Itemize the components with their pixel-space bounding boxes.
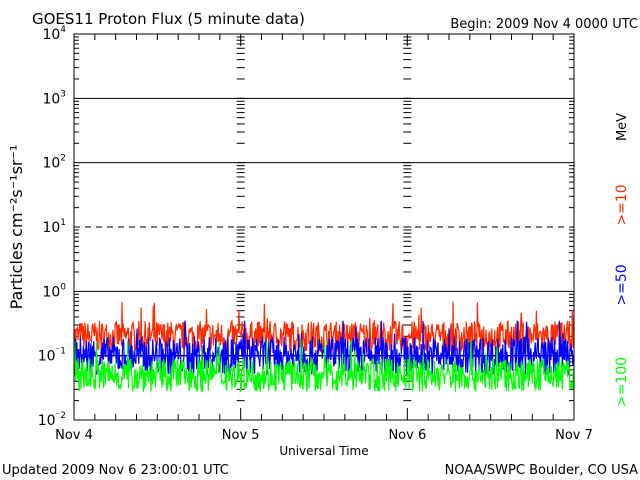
tick-marks xyxy=(73,34,575,421)
legend-entry: >=50 xyxy=(614,264,630,305)
x-tick-label: Nov 6 xyxy=(388,428,426,443)
x-axis-label: Universal Time xyxy=(279,444,368,458)
y-tick-label: 103 xyxy=(42,89,66,107)
series-lines xyxy=(73,301,575,393)
y-tick-label: 104 xyxy=(42,25,66,43)
y-tick-label: 102 xyxy=(42,154,66,172)
y-axis-label: Particles cm⁻²s⁻¹sr⁻¹ xyxy=(7,145,26,310)
y-tick-label: 100 xyxy=(42,282,66,300)
begin-label: Begin: 2009 Nov 4 0000 UTC xyxy=(450,17,638,32)
energy-legend: >=10 >=50 >=100 MeV xyxy=(614,113,630,407)
y-tick-label: 10⁻2 xyxy=(38,411,66,429)
legend-entry: >=10 xyxy=(614,184,630,225)
x-tick-label: Nov 4 xyxy=(55,428,93,443)
legend-unit: MeV xyxy=(615,113,630,141)
grid-lines xyxy=(74,97,574,357)
updated-label: Updated 2009 Nov 6 23:00:01 UTC xyxy=(2,463,229,478)
series-line-gte100 xyxy=(73,339,575,393)
legend-entry: >=100 xyxy=(614,357,630,407)
chart-title: GOES11 Proton Flux (5 minute data) xyxy=(32,10,305,28)
x-tick-labels: Nov 4 Nov 5 Nov 6 Nov 7 xyxy=(55,428,593,443)
plot-frame xyxy=(73,33,575,421)
y-tick-label: 101 xyxy=(42,218,66,236)
y-tick-label: 10⁻1 xyxy=(38,347,66,365)
x-tick-label: Nov 5 xyxy=(222,428,260,443)
credit-label: NOAA/SWPC Boulder, CO USA xyxy=(445,463,638,478)
y-tick-labels: 10⁻2 10⁻1 100 101 102 103 104 xyxy=(38,25,67,429)
x-tick-label: Nov 7 xyxy=(555,428,593,443)
